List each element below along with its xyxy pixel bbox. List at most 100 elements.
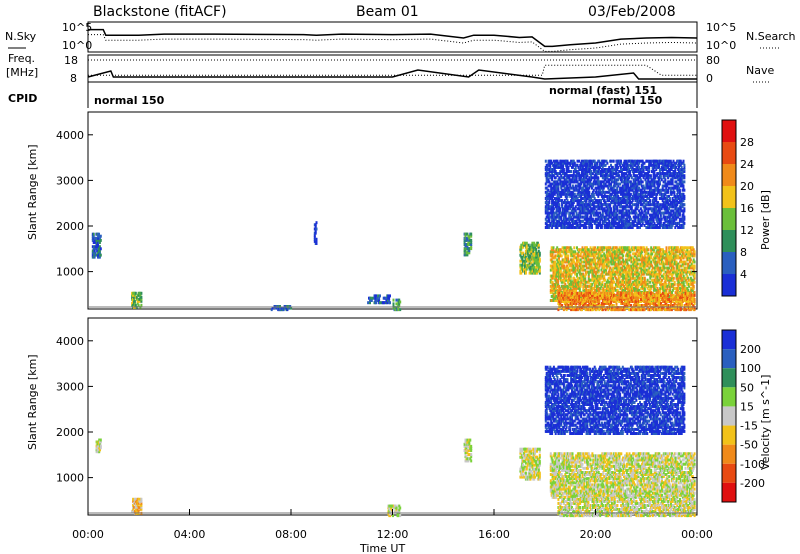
power-scatter-region bbox=[557, 291, 696, 312]
power-scatter-cell bbox=[557, 262, 560, 266]
power-scatter-cell bbox=[690, 262, 693, 266]
power-scatter-cell bbox=[556, 174, 559, 178]
power-scatter-cell bbox=[536, 259, 538, 263]
power-scatter-cell bbox=[598, 264, 601, 268]
power-scatter-cell bbox=[646, 304, 649, 307]
power-scatter-cell bbox=[641, 250, 644, 254]
power-scatter-cell bbox=[578, 288, 581, 292]
power-scatter-cell bbox=[569, 246, 572, 250]
power-scatter-cell bbox=[660, 280, 663, 284]
power-scatter-cell bbox=[557, 260, 560, 264]
power-scatter-cell bbox=[594, 276, 597, 280]
power-scatter-cell bbox=[567, 260, 570, 264]
power-scatter-cell bbox=[590, 268, 593, 272]
power-scatter-cell bbox=[587, 272, 590, 276]
power-scatter-cell bbox=[661, 286, 664, 290]
power-scatter-cell bbox=[544, 190, 547, 194]
power-scatter-cell bbox=[572, 264, 575, 268]
power-scatter-cell bbox=[644, 252, 647, 256]
power-scatter-cell bbox=[689, 298, 691, 301]
power-scatter-cell bbox=[615, 256, 618, 260]
power-scatter-cell bbox=[538, 253, 541, 257]
power-scatter-cell bbox=[140, 299, 143, 303]
power-scatter-cell bbox=[538, 259, 541, 263]
power-scatter-cell bbox=[690, 302, 693, 305]
power-scatter-cell bbox=[464, 253, 467, 257]
power-scatter-cell bbox=[635, 260, 638, 264]
power-scatter-cell bbox=[680, 282, 683, 286]
power-scatter-cell bbox=[611, 254, 614, 258]
power-scatter-cell bbox=[692, 268, 695, 272]
power-scatter-cell bbox=[617, 254, 620, 258]
power-scatter-cell bbox=[640, 246, 643, 250]
power-scatter-cell bbox=[593, 286, 596, 290]
power-scatter-cell bbox=[562, 213, 564, 217]
power-scatter-cell bbox=[548, 199, 551, 203]
power-scatter-cell bbox=[666, 295, 669, 299]
power-scatter-cell bbox=[617, 280, 620, 284]
power-scatter-cell bbox=[633, 272, 636, 276]
power-scatter-cell bbox=[603, 266, 606, 270]
power-scatter-cell bbox=[571, 300, 573, 303]
power-scatter-cell bbox=[592, 192, 595, 196]
power-scatter-cell bbox=[650, 248, 653, 252]
power-scatter-cell bbox=[614, 258, 616, 262]
power-scatter-cell bbox=[133, 295, 135, 299]
power-scatter-cell bbox=[562, 170, 565, 173]
power-scatter-cell bbox=[671, 248, 673, 252]
power-scatter-cell bbox=[526, 251, 529, 255]
power-scatter-cell bbox=[530, 251, 533, 255]
power-scatter-cell bbox=[555, 161, 558, 165]
power-scatter-cell bbox=[632, 300, 635, 303]
power-scatter-cell bbox=[575, 284, 578, 288]
power-scatter-cell bbox=[661, 252, 664, 256]
power-scatter-cell bbox=[686, 286, 689, 290]
power-scatter-cell bbox=[559, 178, 562, 182]
power-scatter-cell bbox=[555, 276, 558, 280]
power-scatter-cell bbox=[604, 264, 607, 268]
power-scatter-cell bbox=[680, 304, 683, 307]
power-scatter-cell bbox=[604, 278, 607, 282]
power-scatter-cell bbox=[568, 203, 571, 207]
power-scatter-cell bbox=[693, 264, 696, 268]
power-scatter-cell bbox=[552, 188, 554, 192]
power-scatter-cell bbox=[551, 207, 554, 211]
power-scatter-cell bbox=[585, 226, 588, 229]
power-scatter-cell bbox=[535, 265, 538, 269]
power-scatter-cell bbox=[576, 159, 579, 163]
power-scatter-cell bbox=[636, 276, 639, 280]
power-scatter-cell bbox=[664, 270, 667, 274]
power-scatter-cell bbox=[651, 252, 654, 256]
power-scatter-cell bbox=[617, 274, 620, 278]
power-scatter-cell bbox=[607, 262, 610, 266]
power-scatter-cell bbox=[575, 211, 578, 215]
power-scatter-cell bbox=[591, 276, 594, 280]
power-scatter-cell bbox=[692, 286, 695, 290]
power-scatter-cell bbox=[667, 268, 670, 272]
power-scatter-cell bbox=[629, 250, 632, 254]
power-scatter-cell bbox=[563, 199, 566, 203]
power-scatter-cell bbox=[525, 243, 528, 247]
power-scatter-cell bbox=[553, 197, 556, 200]
power-scatter-cell bbox=[664, 274, 667, 278]
power-scatter-cell bbox=[388, 296, 391, 300]
power-scatter-cell bbox=[544, 172, 547, 176]
power-scatter-cell bbox=[569, 221, 572, 225]
power-scatter-cell bbox=[559, 288, 562, 292]
power-scatter-cell bbox=[545, 199, 548, 203]
power-scatter-cell bbox=[562, 293, 564, 297]
power-scatter-cell bbox=[617, 306, 620, 310]
power-scatter-cell bbox=[590, 260, 593, 264]
power-scatter-cell bbox=[582, 266, 585, 270]
power-scatter-cell bbox=[565, 197, 568, 200]
power-scatter-cell bbox=[593, 268, 596, 272]
power-scatter-cell bbox=[562, 270, 565, 274]
power-scatter-cell bbox=[313, 227, 316, 231]
power-scatter-cell bbox=[682, 274, 685, 278]
power-scatter-cell bbox=[658, 295, 661, 299]
power-scatter-cell bbox=[665, 248, 668, 252]
power-scatter-cell bbox=[532, 245, 535, 249]
power-scatter-cell bbox=[680, 276, 683, 280]
power-scatter-cell bbox=[568, 284, 571, 288]
power-scatter-cell bbox=[577, 258, 580, 262]
